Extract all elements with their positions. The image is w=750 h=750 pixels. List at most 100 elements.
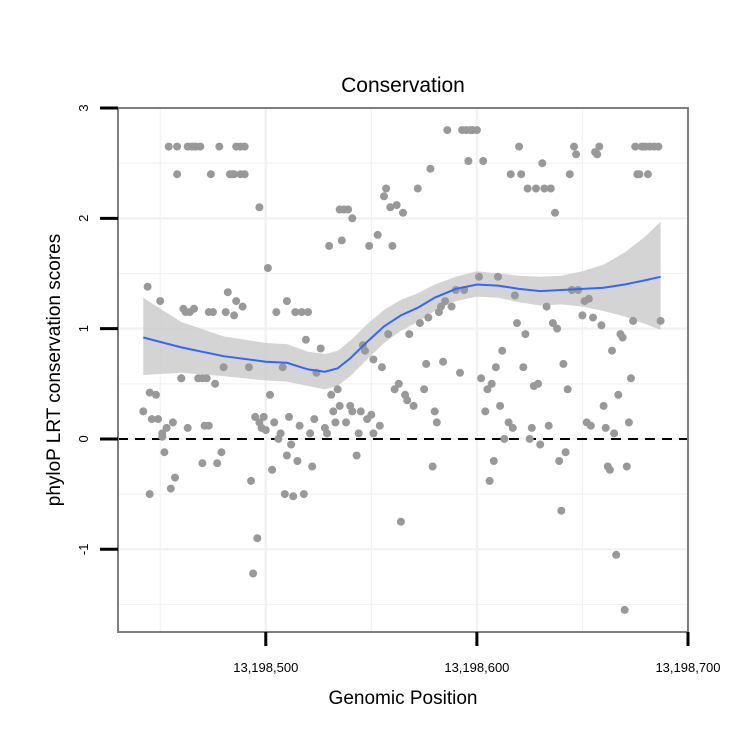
data-point [523,184,532,193]
data-point [601,423,610,432]
data-point [483,385,492,394]
data-point [536,440,545,449]
y-tick-label: 0 [76,435,91,442]
y-axis-ticks: -1 0 1 2 3 [76,104,118,555]
data-point [145,490,154,499]
chart-title: Conservation [341,74,465,97]
data-point [563,385,572,394]
data-point [399,208,407,217]
data-point [489,457,498,465]
data-point [403,396,412,405]
data-point [356,407,365,416]
data-point [430,407,439,416]
data-point [464,157,473,165]
data-point [171,473,179,482]
data-point [162,423,171,432]
panel-border [117,107,689,633]
data-point [396,517,405,526]
data-point [327,390,336,399]
y-axis-title: phyloP LRT conservation scores [44,234,65,507]
confidence-band [143,221,661,390]
data-point [519,363,528,372]
data-point [255,203,264,212]
data-point [481,407,490,416]
data-point [369,429,378,438]
data-point [415,319,424,328]
data-point [342,418,350,427]
data-point [202,374,211,383]
data-point [238,302,247,311]
data-point [323,429,331,438]
data-point [331,418,340,427]
data-point [447,302,456,311]
data-point [622,462,631,471]
data-point [496,401,505,410]
data-point [154,415,163,424]
data-point [272,308,281,317]
data-point [348,407,357,416]
data-point [139,407,148,416]
data-point [561,448,570,457]
data-point [377,363,386,372]
data-point [589,313,597,322]
data-point [295,421,304,430]
data-point [631,142,640,151]
data-point [487,379,496,388]
x-axis-title: Genomic Position [329,688,478,709]
data-point [204,421,213,430]
data-point [384,330,393,339]
data-point [251,412,260,421]
data-point [160,448,169,457]
confidence-band-area [143,221,661,390]
data-point [498,346,507,355]
data-point [289,492,298,501]
data-point [624,418,633,427]
data-point [156,297,165,306]
data-point [278,363,287,372]
y-tick-label: 3 [76,104,91,111]
data-point [337,236,346,245]
data-point [209,308,217,317]
data-point [432,418,441,427]
data-point [532,184,540,193]
data-point [557,506,566,515]
data-point [382,184,391,193]
data-point [293,457,302,465]
data-point [173,142,182,151]
data-point [437,302,445,311]
data-point [219,363,228,372]
data-point [477,374,486,383]
data-point [620,605,629,614]
data-point [456,368,464,377]
data-points [139,126,665,614]
data-point [259,412,268,421]
data-point [261,426,270,435]
data-point [270,418,279,427]
y-tick-label: 1 [76,325,91,332]
data-point [610,429,619,438]
data-point [388,241,397,250]
data-point [593,150,602,159]
data-point [373,230,382,239]
data-point [538,159,547,168]
data-point [654,142,663,151]
data-point [354,429,363,438]
data-point [629,316,638,325]
data-point [177,374,186,383]
data-point [618,333,627,342]
data-point [333,385,342,394]
data-point [392,201,401,210]
data-point [614,390,623,399]
data-point [221,308,230,317]
data-point [325,241,334,250]
data-point [361,346,369,355]
data-point [266,390,274,399]
data-point [310,415,319,424]
data-point [559,359,568,368]
data-point [394,379,403,388]
data-point [173,170,182,179]
data-point [405,330,414,339]
x-axis-ticks: 13,198,500 13,198,600 13,198,700 [233,632,721,675]
data-point [390,385,399,394]
